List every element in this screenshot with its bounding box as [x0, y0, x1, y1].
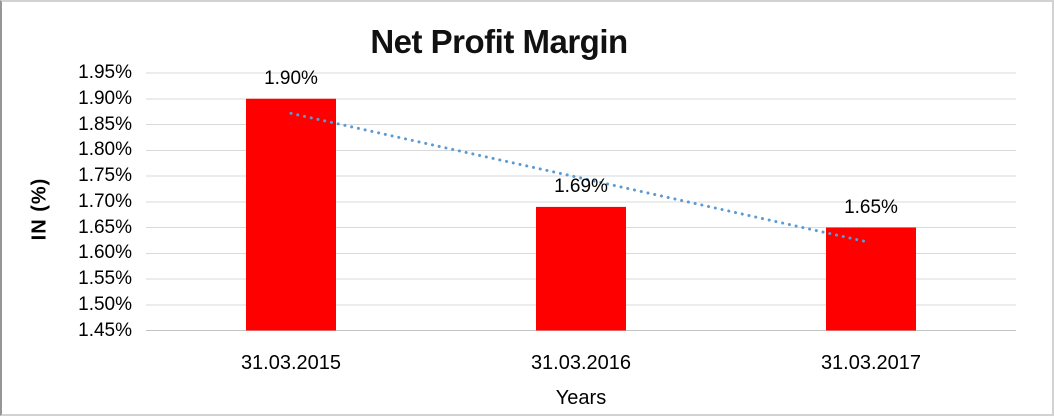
x-axis-title: Years — [555, 387, 607, 409]
y-tick-label: 1.80% — [78, 139, 132, 161]
y-tick-label: 1.85% — [78, 113, 132, 135]
bar — [246, 98, 336, 331]
y-tick-label: 1.65% — [78, 216, 132, 238]
y-tick-label: 1.50% — [78, 293, 132, 315]
y-tick-label: 1.45% — [78, 319, 132, 341]
bar-data-label: 1.69% — [554, 175, 608, 197]
x-tick-label: 31.03.2017 — [820, 352, 922, 374]
bar-data-label: 1.90% — [264, 67, 318, 89]
trendline — [289, 111, 870, 244]
y-tick-label: 1.55% — [78, 268, 132, 289]
y-tick-label: 1.90% — [78, 87, 132, 109]
bar — [826, 227, 916, 331]
bar-data-label: 1.65% — [844, 196, 898, 218]
y-tick-label: 1.75% — [78, 165, 132, 186]
bar — [536, 206, 626, 331]
y-tick-label: 1.95% — [78, 62, 132, 83]
x-tick-label: 31.03.2016 — [530, 352, 632, 374]
y-tick-label: 1.60% — [78, 242, 132, 264]
x-tick-label: 31.03.2015 — [240, 352, 342, 374]
y-tick-label: 1.70% — [78, 190, 132, 212]
chart-title: Net Profit Margin — [370, 23, 628, 60]
